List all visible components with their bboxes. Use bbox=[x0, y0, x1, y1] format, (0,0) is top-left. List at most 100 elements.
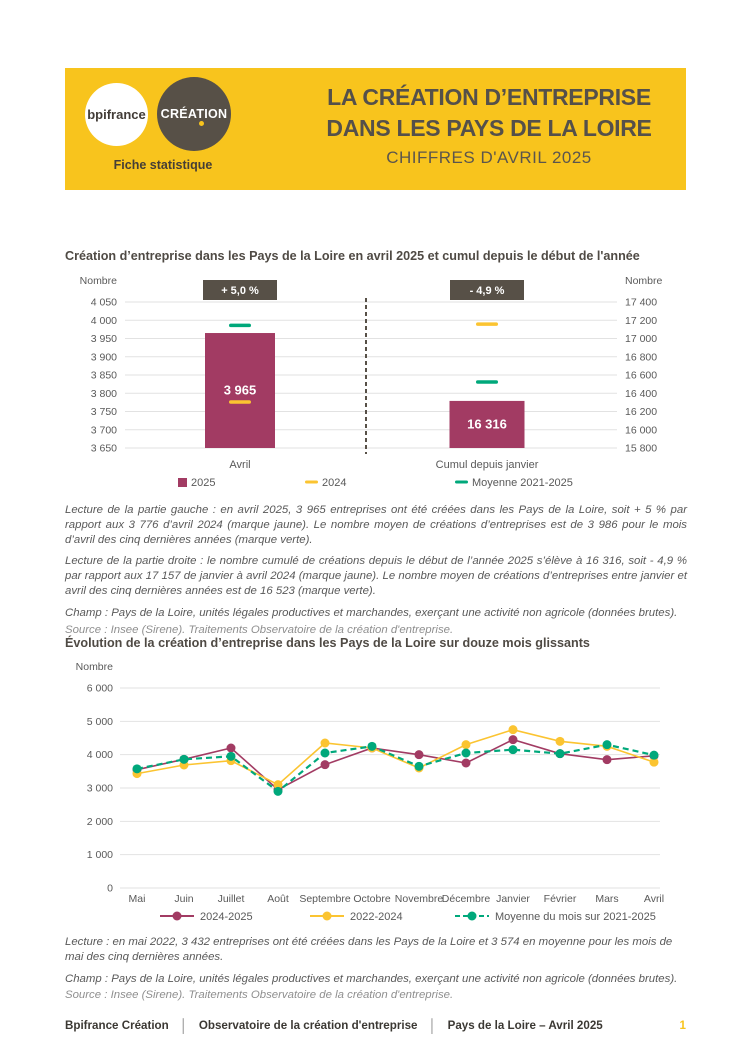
y-axis-tick: 2 000 bbox=[87, 816, 113, 828]
creation-logo-text: CRÉATION bbox=[160, 107, 228, 121]
right-axis-label: Nombre bbox=[625, 275, 663, 287]
right-axis-tick: 17 400 bbox=[625, 297, 657, 309]
left-axis-tick: 3 650 bbox=[91, 443, 117, 455]
month-label: Août bbox=[267, 893, 289, 905]
legend-label: 2022-2024 bbox=[350, 911, 403, 923]
data-point bbox=[132, 764, 142, 774]
lecture-gauche-text: Lecture de la partie gauche : en avril 2… bbox=[65, 504, 687, 546]
right-axis-tick: 15 800 bbox=[625, 443, 657, 455]
bar-chart: 4 050 17 400 4 000 17 200 3 950 17 000 3 900 16… bbox=[80, 275, 663, 489]
data-point bbox=[555, 736, 565, 746]
month-label: Décembre bbox=[442, 893, 491, 905]
data-point bbox=[179, 754, 189, 764]
chart2-commentary: Lecture : en mai 2022, 3 432 entreprises… bbox=[65, 935, 687, 1003]
data-point bbox=[226, 743, 236, 753]
data-point bbox=[226, 751, 236, 761]
tagline: Fiche statistique bbox=[113, 158, 213, 172]
category-label: Avril bbox=[229, 459, 250, 471]
legend-label: 2024-2025 bbox=[200, 911, 253, 923]
legend-swatch-2024 bbox=[305, 480, 318, 484]
creation-logo: CRÉATION bbox=[157, 77, 231, 151]
evolution-badge bbox=[203, 280, 277, 300]
y-axis-tick: 5 000 bbox=[87, 716, 113, 728]
left-axis-tick: 3 700 bbox=[91, 424, 117, 436]
marker-2024 bbox=[229, 400, 251, 404]
month-label: Janvier bbox=[496, 893, 530, 905]
series-line-moyenne-du-mois-sur-2021-2025 bbox=[136, 743, 655, 793]
data-point bbox=[508, 745, 518, 755]
legend-label: Moyenne du mois sur 2021-2025 bbox=[495, 911, 656, 923]
data-point bbox=[320, 738, 330, 748]
legend-swatch-moyenne bbox=[455, 480, 468, 484]
header-banner: bpifrance CRÉATION Fiche statistique LA … bbox=[65, 68, 686, 190]
bar-value-label: 16 316 bbox=[467, 416, 507, 431]
month-label: Juillet bbox=[218, 893, 245, 905]
data-point bbox=[273, 780, 283, 790]
data-point bbox=[508, 735, 518, 745]
chart2-title: Évolution de la création d’entreprise da… bbox=[65, 636, 590, 650]
left-axis-tick: 3 750 bbox=[91, 406, 117, 418]
evolution-badge-text: + 5,0 % bbox=[221, 285, 259, 297]
left-axis-tick: 3 900 bbox=[91, 351, 117, 363]
legend-swatch-2025 bbox=[178, 478, 187, 487]
bpifrance-logo-text: bpifrance bbox=[87, 107, 146, 122]
data-point bbox=[273, 786, 283, 796]
data-point bbox=[461, 758, 471, 768]
data-point bbox=[649, 757, 659, 767]
footer-region-date: Pays de la Loire – Avril 2025 bbox=[447, 1019, 603, 1032]
month-label: Septembre bbox=[299, 893, 351, 905]
footer-brand: Bpifrance Création bbox=[65, 1019, 169, 1032]
series-line-2022-2024 bbox=[136, 728, 655, 786]
month-label: Novembre bbox=[395, 893, 444, 905]
footer-separator: │ bbox=[179, 1018, 188, 1033]
month-label: Octobre bbox=[353, 893, 391, 905]
right-axis-tick: 16 600 bbox=[625, 370, 657, 382]
data-point bbox=[367, 741, 377, 751]
page-number: 1 bbox=[679, 1019, 686, 1032]
footer: Bpifrance Création │ Observatoire de la … bbox=[65, 1018, 686, 1033]
y-axis-tick: 3 000 bbox=[87, 783, 113, 795]
right-axis-tick: 17 000 bbox=[625, 333, 657, 345]
data-point bbox=[414, 761, 424, 771]
lecture-droite-text: Lecture de la partie droite : le nombre … bbox=[65, 555, 687, 598]
data-point bbox=[461, 740, 471, 750]
data-point bbox=[320, 760, 330, 770]
left-axis-tick: 3 800 bbox=[91, 388, 117, 400]
bpifrance-logo: bpifrance bbox=[85, 83, 148, 146]
bar-2025 bbox=[205, 333, 275, 448]
source-text-2: Source : Insee (Sirene). Traitements Obs… bbox=[65, 989, 454, 1002]
right-axis-tick: 17 200 bbox=[625, 315, 657, 327]
page-title-line1: LA CRÉATION D’ENTREPRISE bbox=[327, 84, 651, 110]
right-axis-tick: 16 200 bbox=[625, 406, 657, 418]
data-point bbox=[414, 750, 424, 760]
evolution-badge bbox=[450, 280, 524, 300]
marker-moyenne-2021-2025 bbox=[229, 323, 251, 328]
header-titles: LA CRÉATION D’ENTREPRISE DANS LES PAYS D… bbox=[300, 82, 678, 168]
y-axis-label: Nombre bbox=[76, 661, 114, 673]
series-line-2024-2025 bbox=[136, 738, 655, 791]
lecture-2-text: Lecture : en mai 2022, 3 432 entreprises… bbox=[65, 936, 673, 963]
evolution-badge-text: - 4,9 % bbox=[470, 285, 505, 297]
month-label: Avril bbox=[644, 893, 664, 905]
bar-value-label: 3 965 bbox=[224, 383, 257, 398]
data-point bbox=[602, 740, 612, 750]
legend-marker bbox=[467, 911, 477, 921]
data-point bbox=[508, 725, 518, 735]
data-point bbox=[602, 755, 612, 765]
right-axis-tick: 16 400 bbox=[625, 388, 657, 400]
legend-label: 2025 bbox=[191, 477, 215, 489]
month-label: Mai bbox=[129, 893, 146, 905]
data-point bbox=[649, 750, 659, 760]
footer-separator: │ bbox=[428, 1018, 437, 1033]
footer-observatoire: Observatoire de la création d'entreprise bbox=[198, 1019, 418, 1032]
source-text-1: Source : Insee (Sirene). Traitements Obs… bbox=[65, 623, 454, 636]
legend-marker bbox=[322, 911, 332, 921]
page-title-line2: DANS LES PAYS DE LA LOIRE bbox=[326, 115, 652, 141]
legend-label: 2024 bbox=[322, 477, 346, 489]
data-point bbox=[555, 749, 565, 759]
legend-marker bbox=[172, 911, 182, 921]
month-label: Février bbox=[544, 893, 577, 905]
marker-moyenne-2021-2025 bbox=[476, 380, 498, 384]
left-axis-tick: 3 950 bbox=[91, 333, 117, 345]
data-point bbox=[320, 748, 330, 758]
